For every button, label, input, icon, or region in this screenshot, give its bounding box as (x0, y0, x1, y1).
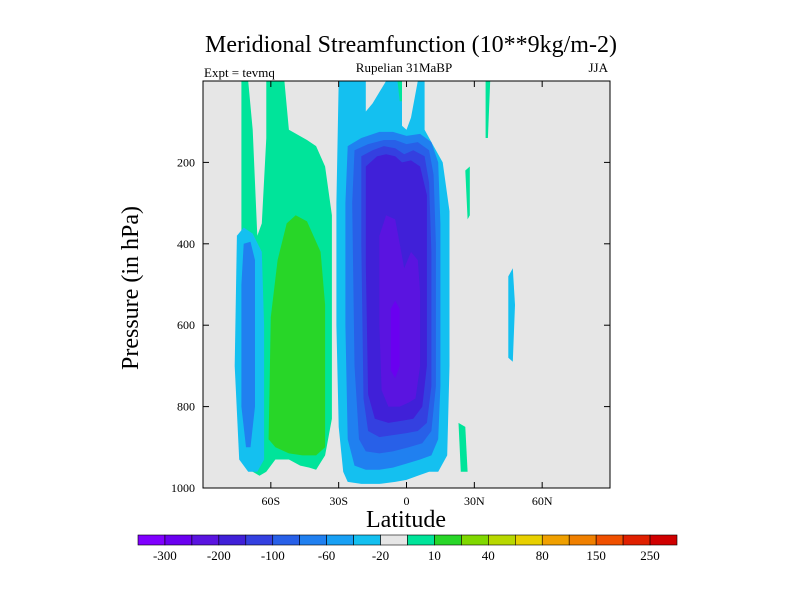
x-axis-title: Latitude (366, 507, 446, 533)
x-tick-label: 30S (329, 494, 348, 508)
colorbar-swatch (541, 534, 570, 546)
chart-title: Meridional Streamfunction (10**9kg/m-2) (205, 32, 617, 58)
x-tick-label: 0 (404, 494, 410, 508)
colorbar-label: -300 (153, 548, 177, 563)
colorbar-label: 250 (640, 548, 660, 563)
contour-main-cell-l6 (379, 215, 421, 407)
x-axis: 60S 30S 0 30N 60N (261, 81, 553, 508)
colorbar-label: -200 (207, 548, 231, 563)
contour-fills (234, 81, 515, 484)
colorbar: -300 -200 -100 -60 -20 10 40 80 150 250 (137, 534, 678, 563)
contour-nh-teal-lower (458, 422, 468, 472)
y-tick-label: 1000 (171, 481, 195, 495)
x-tick-label: 60S (261, 494, 280, 508)
colorbar-swatch (380, 534, 408, 546)
contour-southern-blue-band-inner (241, 241, 255, 448)
colorbar-swatch (164, 534, 193, 546)
colorbar-label: -20 (372, 548, 389, 563)
colorbar-swatch (218, 534, 247, 546)
colorbar-swatch (191, 534, 220, 546)
colorbar-swatch (514, 534, 543, 546)
x-tick-label: 60N (532, 494, 553, 508)
colorbar-swatch (353, 534, 381, 546)
colorbar-swatch (299, 534, 327, 546)
colorbar-swatch (245, 534, 274, 546)
contour-nh-blue-sliver (508, 268, 515, 362)
plot-area: 200 400 600 800 1000 60S 30S 0 30N 60N (171, 80, 611, 508)
colorbar-swatch (407, 534, 435, 546)
contour-nh-teal-upper (465, 166, 470, 220)
y-tick-label: 200 (177, 155, 195, 169)
colorbar-label: 40 (482, 548, 495, 563)
colorbar-label: 10 (428, 548, 441, 563)
colorbar-label: -60 (318, 548, 335, 563)
colorbar-swatch (137, 534, 166, 546)
season-label: JJA (588, 60, 608, 75)
colorbar-label: 80 (536, 548, 549, 563)
colorbar-swatch (272, 534, 301, 546)
colorbar-label: -100 (261, 548, 285, 563)
colorbar-swatch (649, 534, 678, 546)
colorbar-swatch (622, 534, 651, 546)
colorbar-swatch (461, 534, 489, 546)
contour-sh-cell-inner-green (268, 215, 326, 456)
colorbar-swatch (595, 534, 624, 546)
contour-tropical-teal-top (397, 81, 402, 102)
colorbar-swatch (326, 534, 354, 546)
contour-main-cell-core (390, 300, 400, 379)
y-tick-label: 400 (177, 237, 195, 251)
contour-nh-teal-strip (485, 81, 491, 138)
y-tick-label: 800 (177, 400, 195, 414)
y-tick-label: 600 (177, 318, 195, 332)
colorbar-label: 150 (586, 548, 606, 563)
period-label: Rupelian 31MaBP (356, 60, 452, 75)
y-axis: 200 400 600 800 1000 (171, 155, 610, 495)
x-tick-label: 30N (464, 494, 485, 508)
experiment-label: Expt = tevmq (204, 65, 275, 80)
colorbar-swatch (488, 534, 516, 546)
colorbar-swatch (434, 534, 462, 546)
y-axis-title: Pressure (in hPa) (118, 206, 144, 370)
colorbar-swatch (568, 534, 597, 546)
